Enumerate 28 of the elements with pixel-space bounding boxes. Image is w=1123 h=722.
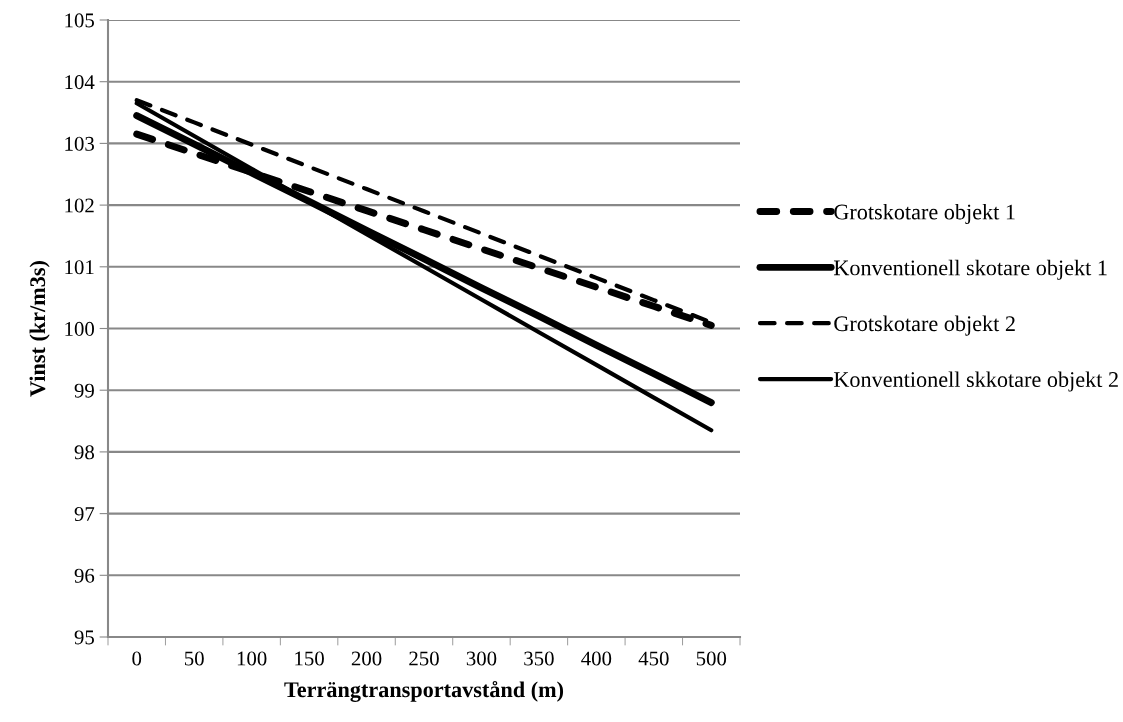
x-tick-label: 250 bbox=[409, 651, 439, 666]
x-tick-label: 500 bbox=[696, 651, 727, 666]
legend-label: Konventionell skkotare objekt 2 bbox=[833, 371, 1118, 392]
legend-label: Konventionell skotare objekt 1 bbox=[833, 259, 1107, 280]
y-axis-title: Vinst (kr/m3s) bbox=[29, 261, 50, 397]
y-tick-label: 98 bbox=[74, 445, 95, 460]
y-tick-label: 96 bbox=[74, 568, 95, 583]
y-tick-label: 105 bbox=[65, 13, 94, 28]
x-tick-label: 450 bbox=[638, 651, 669, 666]
x-tick-label: 150 bbox=[295, 651, 324, 666]
legend-label: Grotskotare objekt 2 bbox=[834, 315, 1015, 336]
x-tick-label: 100 bbox=[237, 651, 267, 666]
y-tick-label: 101 bbox=[65, 260, 94, 275]
y-tick-label: 97 bbox=[74, 507, 95, 522]
y-tick-label: 104 bbox=[65, 75, 95, 90]
x-tick-label: 200 bbox=[351, 651, 382, 666]
x-axis-title: Terrängtransportavstånd (m) bbox=[284, 680, 564, 702]
x-tick-label: 50 bbox=[184, 651, 204, 666]
y-tick-label: 95 bbox=[74, 630, 94, 645]
x-tick-label: 400 bbox=[581, 651, 612, 666]
x-tick-label: 300 bbox=[466, 651, 497, 666]
y-tick-label: 102 bbox=[65, 198, 94, 213]
legend-label: Grotskotare objekt 1 bbox=[834, 203, 1015, 225]
x-tick-label: 0 bbox=[132, 651, 142, 666]
x-tick-label: 350 bbox=[524, 651, 554, 666]
y-tick-label: 100 bbox=[65, 321, 95, 336]
y-tick-label: 99 bbox=[74, 383, 94, 398]
y-tick-label: 103 bbox=[65, 136, 94, 151]
